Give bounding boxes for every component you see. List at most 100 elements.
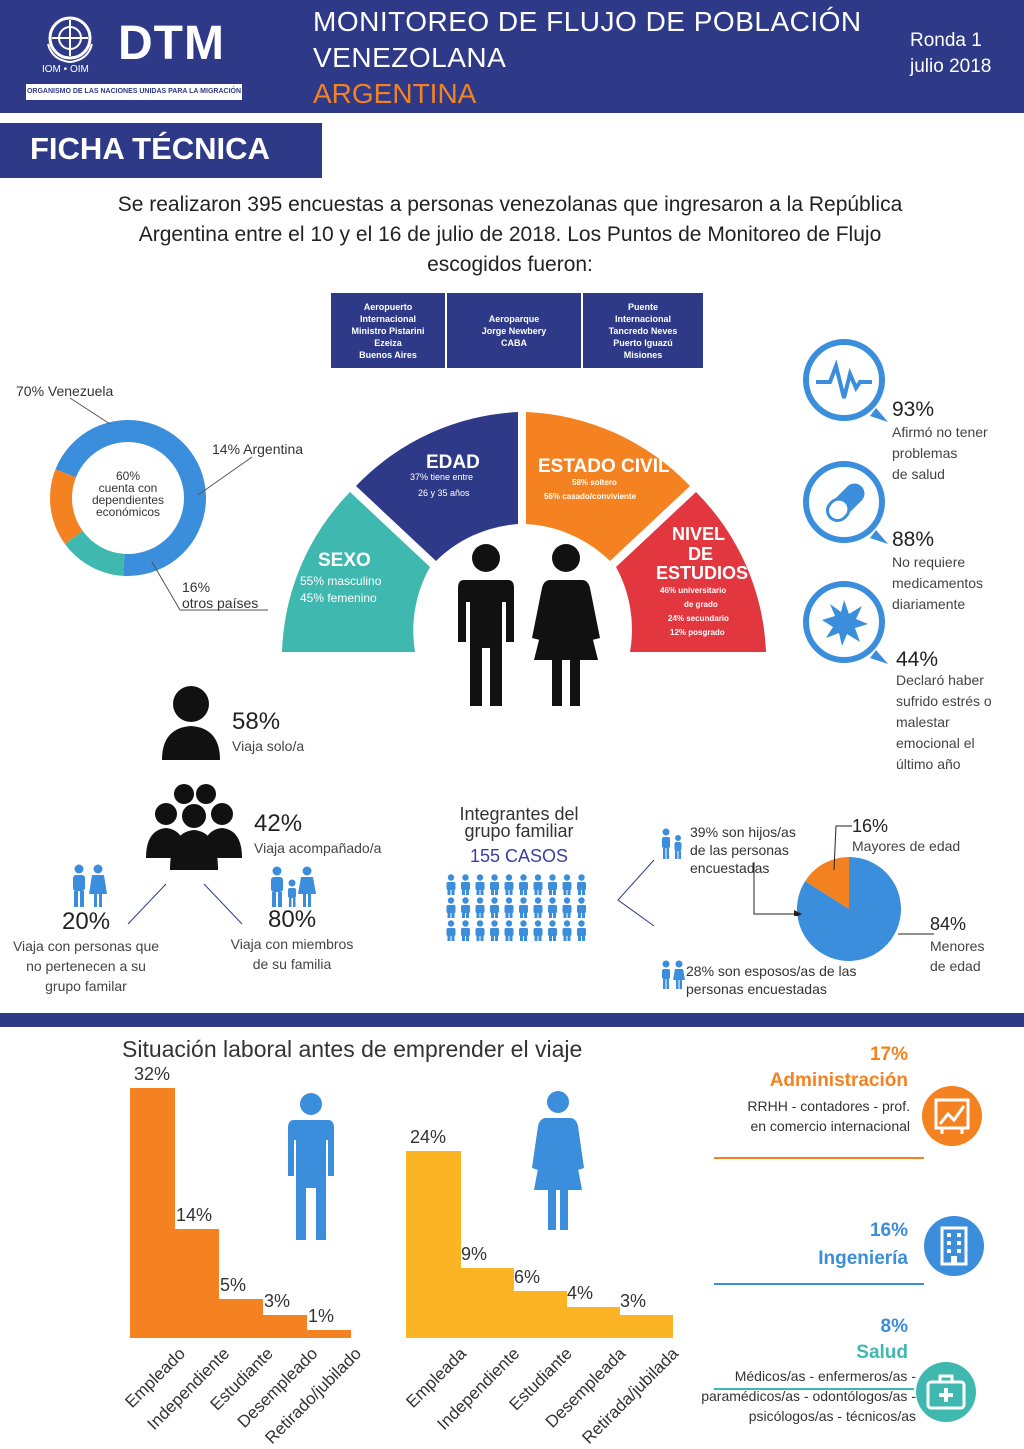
- person-icon: [446, 874, 456, 895]
- text-line: encuestadas: [690, 860, 770, 876]
- bar-value-label: 3%: [620, 1290, 647, 1311]
- dtm-logo: DTM: [118, 17, 225, 70]
- person-icon: [548, 897, 557, 918]
- person-icon: [548, 920, 557, 941]
- travel-branch-lines: [127, 883, 243, 925]
- adults-leader: [833, 825, 852, 871]
- edad-2: 26 y 35 años: [418, 488, 470, 498]
- org-name: ORGANISMO DE LAS NACIONES UNIDAS PARA LA…: [26, 88, 242, 95]
- section-divider: [0, 1013, 1024, 1027]
- person-icon: [461, 920, 470, 941]
- alone-pct: 58%: [232, 708, 281, 735]
- text-line: emocional el: [896, 735, 975, 751]
- org-name-strip: ORGANISMO DE LAS NACIONES UNIDAS PARA LA…: [26, 84, 242, 100]
- family-group-title-1: Integrantes del: [459, 804, 579, 824]
- health-3-text: Declaró haber sufrido estrés o malestar emo…: [896, 670, 992, 775]
- person-icon: [533, 897, 543, 918]
- occ-2-line: [714, 1283, 924, 1285]
- person-icon: [562, 920, 572, 941]
- header-date: julio 2018: [910, 56, 992, 77]
- monitoring-point-2: Aeroparque Jorge Newbery CABA: [447, 293, 581, 368]
- minors-label-2: de edad: [930, 958, 981, 974]
- text-line: no pertenecen a su: [26, 958, 146, 974]
- medkit-icon: [916, 1362, 976, 1422]
- sexo-title: SEXO: [318, 550, 371, 571]
- sexo-1: 55% masculino: [300, 574, 382, 588]
- person-icon: [461, 874, 470, 895]
- adults-pct: 16%: [852, 816, 889, 836]
- person-icon: [504, 897, 514, 918]
- minors-leader: [898, 933, 934, 935]
- text-line: de salud: [892, 466, 945, 482]
- bar-value-label: 32%: [134, 1064, 171, 1084]
- occ-2-pct: 16%: [869, 1220, 908, 1241]
- text-line: dependientes: [91, 493, 165, 507]
- text-line: No requiere: [892, 554, 966, 570]
- children-text: 39% son hijos/as de las personas encuestad…: [690, 823, 796, 877]
- person-icon: [519, 874, 528, 895]
- text-line: grupo familar: [45, 978, 127, 994]
- header-country: ARGENTINA: [313, 78, 477, 109]
- minors-label-1: Menores: [930, 938, 985, 954]
- bar-value-label: 3%: [264, 1290, 291, 1311]
- leader-venezuela: [69, 397, 111, 425]
- bar-value-label: 6%: [514, 1267, 541, 1288]
- label-otros-pct: 16%: [182, 579, 211, 595]
- man-icon: [288, 1093, 334, 1240]
- minors-pct: 84%: [930, 914, 967, 934]
- family-pct: 80%: [268, 906, 317, 933]
- label-otros: otros países: [182, 595, 259, 611]
- origin-donut-chart: [49, 420, 206, 576]
- occ-3-line: [714, 1388, 914, 1390]
- alone-label: Viaja solo/a: [232, 738, 305, 754]
- pill-icon: [800, 458, 890, 553]
- header-round: Ronda 1: [910, 30, 982, 51]
- monitoring-point-1-text: Aeropuerto Internacional Ministro Pistarin…: [351, 301, 424, 361]
- text-line: 39% son hijos/as: [690, 824, 796, 840]
- text-line: CABA: [501, 337, 527, 348]
- text-line: medicamentos: [892, 575, 984, 591]
- monitoring-point-3-text: Puente Internacional Tancredo Neves Puerto …: [609, 301, 678, 361]
- group-pct: 42%: [254, 810, 303, 837]
- leader-otros: [151, 561, 268, 611]
- occ-1-title: Administración: [769, 1070, 908, 1091]
- health-1-text: Afirmó no tener problemas de salud: [892, 422, 988, 485]
- occ-2-title: Ingeniería: [818, 1248, 908, 1269]
- couple-icon: [458, 544, 600, 706]
- person-icon: [577, 897, 586, 918]
- text-line: sufrido estrés o: [896, 693, 992, 709]
- text-line: Declaró haber: [896, 672, 984, 688]
- civil-2: 56% casado/conviviente: [544, 492, 637, 501]
- arc-edad: [356, 412, 518, 561]
- text-line: Aeroparque: [488, 313, 540, 324]
- person-icon: [577, 874, 586, 895]
- person-icon: [446, 897, 456, 918]
- occ-3-pct: 8%: [880, 1316, 908, 1337]
- text-line: económicos: [95, 505, 161, 519]
- family-group-title: Integrantes del grupo familiar: [446, 804, 592, 840]
- person-icon: [490, 897, 499, 918]
- non-family-people-icon: [73, 864, 107, 907]
- text-line: Misiones: [623, 349, 663, 360]
- arc-sexo: [282, 492, 430, 652]
- bar: [306, 1330, 351, 1338]
- donut-slice-venezuela: [55, 420, 206, 576]
- bar-value-label: 9%: [461, 1243, 488, 1264]
- nivel-4: 12% posgrado: [670, 628, 725, 637]
- text-line: cuenta con: [98, 481, 158, 495]
- family-people-icon: [271, 866, 316, 907]
- text-line: personas encuestadas: [686, 981, 827, 997]
- occ-3-title: Salud: [856, 1342, 908, 1363]
- text-line: Buenos Aires: [359, 349, 417, 360]
- text-line: Aeropuerto: [363, 301, 413, 312]
- text-line: Afirmó no tener: [892, 424, 988, 440]
- sexo-2: 45% femenino: [300, 591, 377, 605]
- person-icon: [490, 920, 499, 941]
- text-line: Internacional: [614, 313, 671, 324]
- age-pie-chart: [797, 857, 901, 961]
- building-icon: [924, 1216, 984, 1276]
- nivel-1: 46% universitario: [660, 586, 727, 595]
- bar: [130, 1088, 175, 1338]
- text-line: problemas: [892, 445, 958, 461]
